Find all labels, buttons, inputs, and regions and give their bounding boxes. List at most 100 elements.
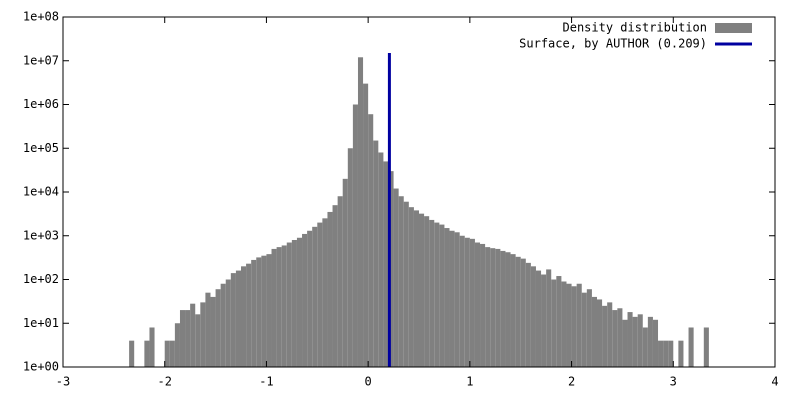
legend-swatch	[715, 23, 752, 33]
bar	[322, 218, 328, 367]
bar	[571, 286, 577, 367]
bar	[179, 310, 186, 367]
bar	[398, 196, 404, 367]
bar	[312, 226, 318, 367]
bar	[668, 340, 674, 367]
bar	[419, 213, 425, 367]
bar	[363, 83, 369, 367]
bar	[200, 302, 206, 367]
bar	[520, 258, 526, 367]
bar	[637, 314, 643, 367]
bar	[591, 296, 597, 367]
bar	[169, 340, 175, 367]
y-tick-label: 1e+00	[23, 360, 59, 374]
bar	[622, 319, 628, 367]
bar	[185, 310, 191, 367]
bar	[210, 296, 216, 367]
bar	[607, 302, 613, 367]
bar	[251, 259, 257, 367]
bar	[149, 327, 155, 367]
bar	[383, 161, 389, 367]
bar	[449, 230, 455, 367]
bar	[429, 219, 435, 367]
bar	[444, 228, 450, 367]
bar	[190, 303, 196, 367]
bar	[164, 340, 170, 367]
bar	[235, 270, 241, 367]
bar	[525, 262, 531, 367]
bar	[663, 340, 669, 367]
y-tick-label: 1e+04	[23, 185, 59, 199]
bar	[368, 114, 374, 368]
bar	[256, 257, 262, 367]
bar	[535, 270, 542, 367]
bar	[388, 171, 394, 367]
y-tick-label: 1e+06	[23, 97, 59, 111]
bar	[347, 148, 353, 367]
bar	[413, 210, 419, 367]
bar	[276, 247, 282, 367]
bar	[658, 340, 664, 367]
bar	[296, 237, 303, 367]
bar	[378, 152, 384, 367]
bar	[246, 263, 252, 367]
x-tick-label: -2	[157, 375, 171, 389]
bar	[688, 327, 694, 367]
bar	[174, 323, 180, 367]
x-tick-label: -3	[56, 375, 70, 389]
bar	[652, 319, 659, 367]
bar	[286, 242, 292, 367]
bar	[647, 316, 653, 367]
bar	[632, 316, 638, 367]
bar	[474, 242, 481, 367]
y-tick-label: 1e+05	[23, 141, 59, 155]
bar	[434, 222, 440, 367]
bar	[357, 57, 364, 367]
bar	[230, 273, 236, 367]
bar	[627, 312, 633, 367]
bar	[291, 239, 297, 367]
bar	[352, 104, 358, 367]
bar	[373, 140, 379, 367]
bar	[581, 292, 587, 367]
bar	[195, 314, 201, 367]
bar	[597, 299, 603, 367]
x-tick-label: 3	[670, 375, 677, 389]
bar	[317, 222, 323, 367]
bar	[678, 340, 684, 367]
bar	[129, 340, 135, 367]
bar	[266, 254, 272, 367]
bar	[480, 243, 486, 367]
bar	[220, 283, 226, 367]
x-tick-label: 4	[771, 375, 778, 389]
y-tick-label: 1e+02	[23, 272, 59, 286]
bar	[307, 230, 313, 367]
bar	[342, 178, 348, 367]
legend-label: Surface, by AUTHOR (0.209)	[519, 37, 707, 51]
bar	[424, 216, 430, 367]
bar	[612, 310, 618, 367]
bar	[459, 235, 465, 367]
bar	[241, 266, 247, 367]
bar	[703, 327, 709, 367]
bar	[337, 196, 343, 367]
bar	[469, 238, 475, 367]
bar	[215, 289, 221, 367]
bar	[530, 266, 536, 367]
x-tick-label: -1	[259, 375, 273, 389]
x-tick-label: 2	[568, 375, 575, 389]
bar	[541, 274, 547, 367]
bar	[551, 279, 557, 367]
bar	[515, 256, 521, 367]
y-tick-label: 1e+01	[23, 316, 59, 330]
x-tick-label: 0	[365, 375, 372, 389]
bar	[490, 248, 496, 367]
legend-label: Density distribution	[563, 21, 708, 35]
bar	[485, 247, 491, 367]
bar	[332, 205, 338, 367]
bar	[495, 248, 501, 367]
y-tick-label: 1e+07	[23, 53, 59, 67]
bar	[439, 224, 445, 367]
